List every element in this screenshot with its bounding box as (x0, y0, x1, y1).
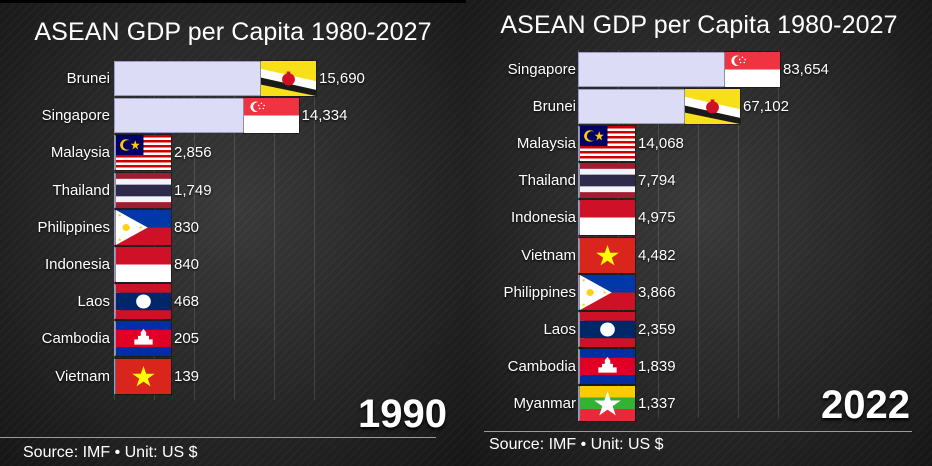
value-label: 4,975 (638, 209, 676, 227)
category-label: Brunei (66, 70, 110, 87)
gridline (234, 60, 235, 400)
value-label: 2,359 (638, 320, 676, 338)
value-label: 840 (174, 256, 200, 273)
category-label: Thailand (52, 181, 110, 199)
category-label: Cambodia (507, 357, 576, 375)
value-label: 15,690 (319, 70, 365, 87)
brunei-flag (685, 89, 741, 125)
value-label: 67,102 (743, 98, 789, 116)
value-label: 1,749 (174, 181, 212, 199)
gridline (698, 50, 699, 418)
category-label: Indonesia (44, 256, 110, 273)
year-label: 2022 (821, 383, 910, 427)
vietnam-flag (580, 237, 635, 273)
value-label: 3,866 (638, 283, 676, 301)
top-border (0, 0, 466, 3)
category-label: Laos (543, 320, 576, 338)
laos-flag (116, 284, 171, 320)
category-label: Myanmar (513, 394, 576, 412)
chart-title: ASEAN GDP per Capita 1980-2027 (34, 18, 432, 46)
source-note: Source: IMF • Unit: US $ (23, 444, 198, 461)
category-label: Philippines (503, 283, 576, 301)
chart-panel-1990: ASEAN GDP per Capita 1980-2027 1990 Sour… (0, 0, 466, 466)
source-note: Source: IMF • Unit: US $ (489, 436, 664, 453)
category-label: Philippines (37, 218, 110, 236)
cambodia-flag (580, 348, 635, 384)
category-label: Singapore (507, 61, 576, 78)
thailand-flag (116, 172, 171, 208)
value-label: 2,856 (174, 144, 212, 162)
value-label: 205 (174, 330, 200, 348)
thailand-flag (580, 163, 635, 199)
category-label: Malaysia (516, 135, 576, 153)
category-label: Laos (77, 293, 110, 311)
singapore-flag (725, 52, 780, 87)
value-label: 1,839 (638, 357, 676, 375)
philippines-flag (580, 274, 635, 310)
gridline (194, 60, 195, 400)
bar-vietnam (114, 358, 116, 394)
gridline (314, 60, 315, 400)
gridline (274, 60, 275, 400)
category-label: Malaysia (50, 144, 110, 162)
source-divider (484, 431, 912, 432)
category-label: Vietnam (521, 246, 576, 264)
malaysia-flag (116, 135, 171, 171)
myanmar-flag (580, 385, 635, 421)
philippines-flag (116, 209, 171, 245)
chart-panel-2022: ASEAN GDP per Capita 1980-2027 2022 Sour… (466, 0, 932, 466)
chart-title: ASEAN GDP per Capita 1980-2027 (500, 11, 898, 39)
category-label: Cambodia (41, 330, 110, 348)
value-label: 4,482 (638, 246, 676, 264)
value-label: 14,068 (638, 135, 684, 153)
vietnam-flag (116, 358, 171, 394)
value-label: 14,334 (301, 107, 348, 125)
category-label: Singapore (41, 107, 110, 125)
category-label: Vietnam (55, 367, 110, 385)
cambodia-flag (116, 321, 171, 357)
value-label: 7,794 (638, 172, 676, 190)
source-divider (0, 437, 436, 438)
indonesia-flag (116, 247, 171, 282)
gridline (778, 50, 779, 418)
value-label: 83,654 (783, 61, 829, 78)
value-label: 1,337 (638, 394, 676, 412)
gridline (738, 50, 739, 418)
gridline (658, 50, 659, 418)
laos-flag (580, 311, 635, 347)
year-label: 1990 (358, 392, 447, 436)
value-label: 139 (174, 367, 200, 385)
value-label: 468 (174, 293, 200, 311)
category-label: Indonesia (510, 209, 576, 227)
category-label: Brunei (532, 98, 576, 116)
value-label: 830 (174, 218, 200, 236)
malaysia-flag (580, 126, 635, 162)
brunei-flag (261, 61, 316, 96)
category-label: Thailand (518, 172, 576, 190)
singapore-flag (243, 98, 299, 134)
indonesia-flag (580, 200, 635, 236)
